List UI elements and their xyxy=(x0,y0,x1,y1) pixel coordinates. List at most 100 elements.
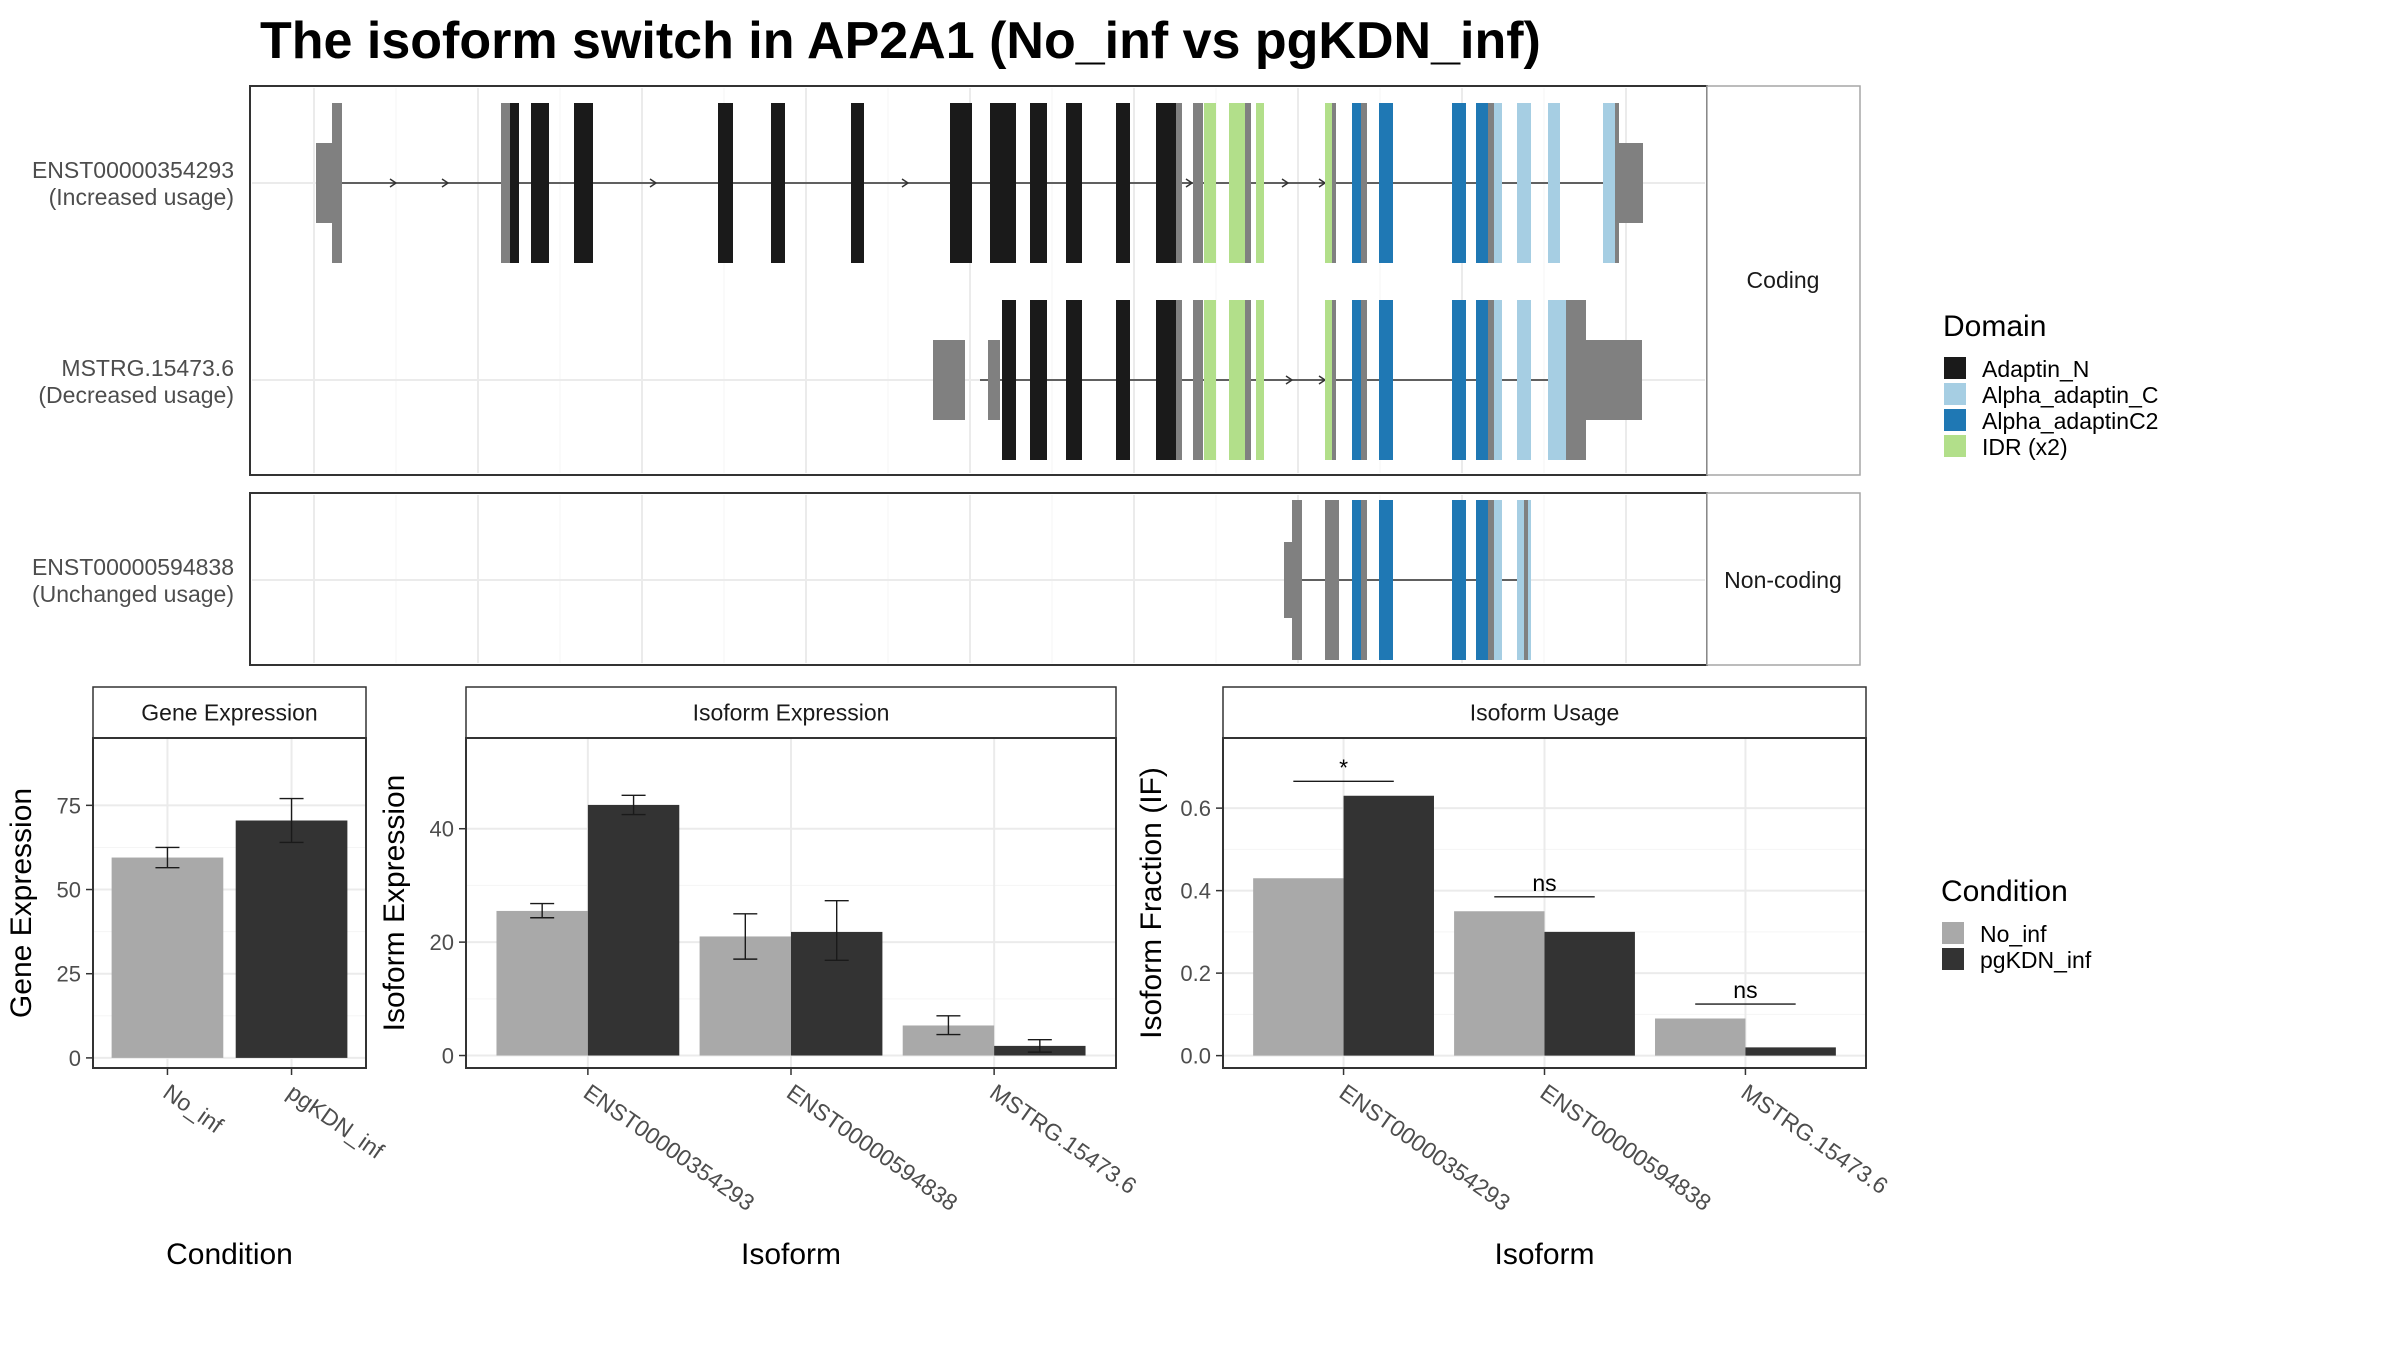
exon-block xyxy=(933,340,965,420)
legend-label-no-inf: No_inf xyxy=(1980,921,2047,947)
exon-block xyxy=(1379,103,1393,263)
bar xyxy=(111,857,224,1058)
isoform-label-usage: (Unchanged usage) xyxy=(32,581,234,607)
panel-strip xyxy=(1222,686,1867,739)
exon-block xyxy=(1494,103,1502,263)
exon-block xyxy=(1566,300,1586,460)
isoform-usage-chart: Isoform Usage * ns ns 0.0 0.2 0.4 0.6 ENST000003… xyxy=(1135,686,1893,1271)
y-tick-label: 75 xyxy=(57,793,81,818)
legend-swatch-pgkdn-inf xyxy=(1942,948,1964,970)
x-tick-label: MSTRG.15473.6 xyxy=(1737,1079,1893,1199)
exon-block xyxy=(1476,500,1488,660)
exon-block xyxy=(1452,500,1466,660)
exon-block xyxy=(1245,103,1251,263)
isoform-structures xyxy=(316,103,1643,660)
legend-swatch-no-inf xyxy=(1942,922,1964,944)
exon-block xyxy=(531,103,549,263)
exon-block xyxy=(851,103,864,263)
y-tick-label: 0 xyxy=(442,1044,454,1069)
legend-label-alpha-adaptinc2: Alpha_adaptinC2 xyxy=(1982,408,2158,434)
significance-label: ns xyxy=(1532,870,1556,896)
significance-label: ns xyxy=(1733,977,1757,1003)
exon-block xyxy=(1517,103,1531,263)
exon-block xyxy=(950,103,972,263)
exon-block xyxy=(1245,300,1251,460)
exon-block xyxy=(1586,340,1642,420)
bar xyxy=(1655,1018,1746,1056)
exon-block xyxy=(1352,300,1361,460)
bar xyxy=(496,910,588,1056)
isoform-track xyxy=(1284,500,1531,660)
exon-block xyxy=(1229,103,1245,263)
x-axis-title: Isoform xyxy=(1494,1238,1594,1271)
domain-legend-title: Domain xyxy=(1943,310,2046,343)
condition-legend-title: Condition xyxy=(1941,875,2068,908)
exon-block xyxy=(1494,300,1502,460)
bar xyxy=(235,820,348,1058)
exon-block xyxy=(1030,300,1047,460)
y-tick-label: 0.0 xyxy=(1180,1044,1211,1069)
strand-arrow xyxy=(649,178,658,188)
exon-block xyxy=(1204,300,1216,460)
exon-block xyxy=(1361,500,1367,660)
exon-block xyxy=(1379,500,1393,660)
panel-strip-label: Isoform Usage xyxy=(1470,700,1620,726)
y-tick-label: 0.6 xyxy=(1180,796,1211,821)
bar xyxy=(1745,1047,1836,1056)
exon-block xyxy=(316,143,334,223)
panel-strip xyxy=(465,686,1117,739)
x-tick-label: ENST00000594838 xyxy=(782,1079,962,1216)
exon-block xyxy=(1488,300,1494,460)
x-tick-label: ENST00000354293 xyxy=(579,1079,759,1216)
isoform-label-id: MSTRG.15473.6 xyxy=(61,355,234,381)
y-tick-label: 20 xyxy=(430,930,454,955)
exon-block xyxy=(1488,500,1494,660)
exon-block xyxy=(1325,500,1339,660)
panel-strip-label: Isoform Expression xyxy=(693,700,890,726)
x-axis-title: Condition xyxy=(166,1238,293,1271)
exon-block xyxy=(1488,103,1494,263)
isoform-track xyxy=(933,300,1642,460)
exon-block xyxy=(1325,300,1332,460)
strand-arrow xyxy=(1185,178,1194,188)
y-axis-title: Isoform Fraction (IF) xyxy=(1135,767,1168,1039)
legend-label-idr: IDR (x2) xyxy=(1982,434,2068,460)
noncoding-strip-label: Non-coding xyxy=(1724,567,1842,593)
coding-strip xyxy=(1706,85,1861,476)
exon-block xyxy=(1548,300,1566,460)
exon-block xyxy=(1256,300,1264,460)
condition-legend: Condition No_inf pgKDN_inf xyxy=(1941,875,2092,973)
isoform-label-id: ENST00000594838 xyxy=(32,554,234,580)
y-axis-title: Isoform Expression xyxy=(378,775,411,1032)
strand-arrow xyxy=(389,178,398,188)
bar xyxy=(1454,911,1545,1056)
exon-block xyxy=(1603,103,1615,263)
bar xyxy=(587,804,680,1056)
y-tick-label: 0.2 xyxy=(1180,961,1211,986)
significance-label: * xyxy=(1339,754,1348,780)
strand-arrow xyxy=(901,178,910,188)
y-tick-label: 40 xyxy=(430,817,454,842)
exon-block xyxy=(574,103,593,263)
exon-block xyxy=(1193,300,1203,460)
isoform-labels: ENST00000354293 (Increased usage) MSTRG.… xyxy=(32,157,234,607)
strand-arrow xyxy=(1281,178,1290,188)
exon-block xyxy=(501,103,511,263)
bar xyxy=(1544,931,1635,1056)
exon-block xyxy=(1002,300,1016,460)
exon-block xyxy=(1332,300,1336,460)
exon-block xyxy=(1476,103,1488,263)
exon-block xyxy=(1325,103,1332,263)
legend-swatch-alpha-adaptinc2 xyxy=(1944,409,1966,431)
y-tick-label: 25 xyxy=(57,962,81,987)
exon-block xyxy=(1361,103,1367,263)
y-axis-title: Gene Expression xyxy=(5,788,38,1018)
exon-block xyxy=(1066,300,1082,460)
isoform-expression-chart: Isoform Expression 0 20 40 ENST00000354293 EN… xyxy=(378,686,1142,1271)
exon-block xyxy=(1352,500,1361,660)
y-tick-label: 0.4 xyxy=(1180,879,1211,904)
exon-block xyxy=(718,103,733,263)
exon-block xyxy=(1116,300,1130,460)
exon-block xyxy=(988,340,1000,420)
legend-swatch-idr xyxy=(1944,435,1966,457)
